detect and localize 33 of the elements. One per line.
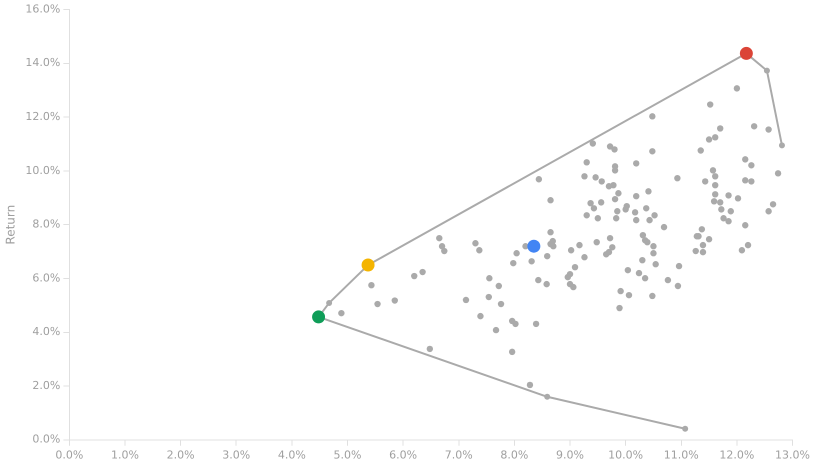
- point: [326, 300, 332, 306]
- x-tick-label: 11.0%: [664, 448, 699, 462]
- y-tick-label: 14.0%: [25, 56, 60, 70]
- point: [362, 258, 375, 272]
- y-tick-label: 8.0%: [32, 218, 60, 231]
- y-tick-label: 12.0%: [25, 110, 60, 124]
- x-tick-label: 4.0%: [278, 448, 306, 462]
- point: [682, 426, 688, 432]
- x-tick-label: 3.0%: [222, 448, 250, 462]
- x-tick-label: 10.0%: [608, 448, 644, 462]
- x-tick-label: 1.0%: [110, 448, 139, 462]
- y-tick-label: 16.0%: [25, 2, 60, 16]
- x-tick-label: 9.0%: [556, 448, 584, 462]
- y-tick-label: 4.0%: [32, 325, 60, 338]
- x-tick-label: 12.0%: [719, 448, 754, 462]
- point: [544, 394, 550, 400]
- y-tick-label: 2.0%: [32, 378, 60, 392]
- y-tick-label: 10.0%: [25, 164, 60, 177]
- point: [740, 46, 753, 60]
- point: [764, 68, 770, 74]
- point: [527, 240, 540, 253]
- x-tick-label: 6.0%: [389, 448, 418, 462]
- y-axis-title: Return: [3, 204, 18, 245]
- y-tick-label: 6.0%: [32, 271, 60, 284]
- point: [778, 142, 785, 148]
- x-tick-label: 8.0%: [500, 448, 528, 462]
- x-tick-label: 13.0%: [775, 448, 810, 462]
- y-tick-label: 0.0%: [32, 432, 60, 446]
- x-tick-label: 7.0%: [444, 448, 473, 462]
- x-tick-label: 5.0%: [334, 448, 362, 462]
- point: [312, 310, 326, 324]
- x-tick-label: 2.0%: [166, 448, 195, 462]
- x-tick-label: 0.0%: [55, 448, 84, 462]
